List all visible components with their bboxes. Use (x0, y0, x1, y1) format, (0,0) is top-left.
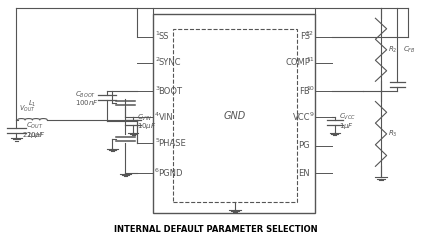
Text: $C_{BOOT}$: $C_{BOOT}$ (75, 90, 96, 100)
Text: BOOT: BOOT (159, 87, 183, 96)
Text: 12: 12 (306, 31, 314, 36)
Bar (153, 14, 315, 213)
Text: EN: EN (299, 169, 310, 178)
Text: SYNC: SYNC (159, 58, 181, 67)
Text: $R_3$: $R_3$ (388, 129, 397, 139)
Text: $100nF$: $100nF$ (75, 98, 98, 107)
Text: SS: SS (159, 32, 169, 41)
Text: FB: FB (299, 87, 310, 96)
Text: 10: 10 (306, 86, 314, 91)
Text: PG: PG (299, 141, 310, 150)
Text: $R_2$: $R_2$ (388, 45, 397, 55)
Text: COMP: COMP (285, 58, 310, 67)
Text: GND: GND (224, 111, 246, 121)
Bar (173, 29, 297, 202)
Text: $22\mu H$: $22\mu H$ (22, 130, 43, 140)
Text: 9: 9 (310, 112, 314, 117)
Text: VCC: VCC (292, 113, 310, 122)
Text: $C_{OUT}$: $C_{OUT}$ (26, 120, 44, 131)
Text: $10\mu F$: $10\mu F$ (137, 121, 157, 131)
Text: 11: 11 (306, 57, 314, 63)
Text: 4: 4 (155, 112, 159, 117)
Text: 6: 6 (155, 168, 159, 173)
Text: 1: 1 (155, 31, 159, 36)
Text: 5: 5 (155, 138, 159, 143)
Text: $L_1$: $L_1$ (28, 98, 37, 109)
Text: $C_{VIN}$: $C_{VIN}$ (137, 113, 152, 123)
Text: PHASE: PHASE (159, 139, 186, 148)
Text: $C_{FB}$: $C_{FB}$ (403, 45, 416, 55)
Text: $C_{VCC}$: $C_{VCC}$ (339, 112, 356, 123)
Text: $10\mu F$: $10\mu F$ (26, 130, 45, 140)
Text: INTERNAL DEFAULT PARAMETER SELECTION: INTERNAL DEFAULT PARAMETER SELECTION (114, 225, 318, 234)
Text: $1\mu F$: $1\mu F$ (339, 121, 354, 131)
Text: PGND: PGND (159, 169, 183, 178)
Text: $V_{OUT}$: $V_{OUT}$ (19, 104, 35, 114)
Text: FS: FS (300, 32, 310, 41)
Text: 3: 3 (155, 86, 159, 91)
Text: 2: 2 (155, 57, 159, 63)
Text: VIN: VIN (159, 113, 173, 122)
